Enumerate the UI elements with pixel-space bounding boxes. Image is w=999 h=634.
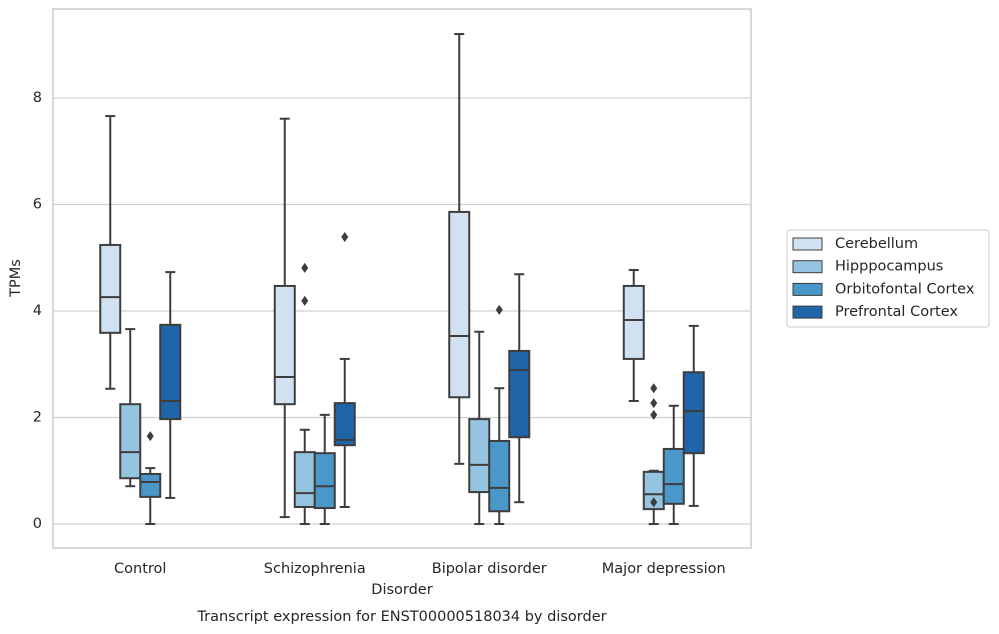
outlier (146, 431, 154, 442)
outlier (301, 262, 309, 273)
box (508, 349, 531, 439)
outlier (650, 398, 658, 409)
box (682, 371, 705, 455)
legend-label: Orbitofontal Cortex (835, 281, 975, 297)
legend-label: Prefrontal Cortex (835, 304, 958, 320)
box (488, 439, 511, 513)
outlier (650, 409, 658, 420)
legend-swatch (792, 260, 823, 274)
outlier (650, 497, 658, 508)
legend-swatch (792, 282, 823, 296)
box (313, 452, 336, 510)
box (662, 447, 685, 505)
outlier (301, 295, 309, 306)
y-tick-label: 0 (33, 516, 42, 532)
box (159, 323, 182, 421)
box (99, 243, 122, 334)
plot-frame (52, 8, 752, 549)
legend-label: Hipppocampus (835, 259, 943, 275)
x-axis-label: Disorder (371, 582, 432, 598)
outlier (650, 383, 658, 394)
box (448, 210, 471, 399)
chart-title: Transcript expression for ENST0000051803… (196, 609, 606, 625)
outlier (495, 304, 503, 315)
y-axis-label: TPMs (8, 259, 24, 298)
y-tick-label: 4 (33, 303, 42, 319)
box (273, 284, 296, 406)
x-tick-label: Control (114, 561, 166, 577)
box (468, 418, 491, 494)
x-tick-label: Bipolar disorder (432, 561, 547, 577)
box (119, 403, 142, 480)
x-tick-label: Schizophrenia (264, 561, 366, 577)
legend-swatch (792, 305, 823, 319)
y-tick-label: 6 (33, 196, 42, 212)
legend-swatch (792, 237, 823, 251)
y-tick-label: 8 (33, 90, 42, 106)
box (622, 284, 645, 360)
x-tick-label: Major depression (602, 561, 726, 577)
outlier (341, 231, 349, 242)
legend-frame (786, 229, 990, 328)
box (333, 402, 356, 447)
legend-label: Cerebellum (835, 236, 918, 252)
box (293, 451, 316, 508)
box (139, 472, 162, 498)
y-tick-label: 2 (33, 410, 42, 426)
